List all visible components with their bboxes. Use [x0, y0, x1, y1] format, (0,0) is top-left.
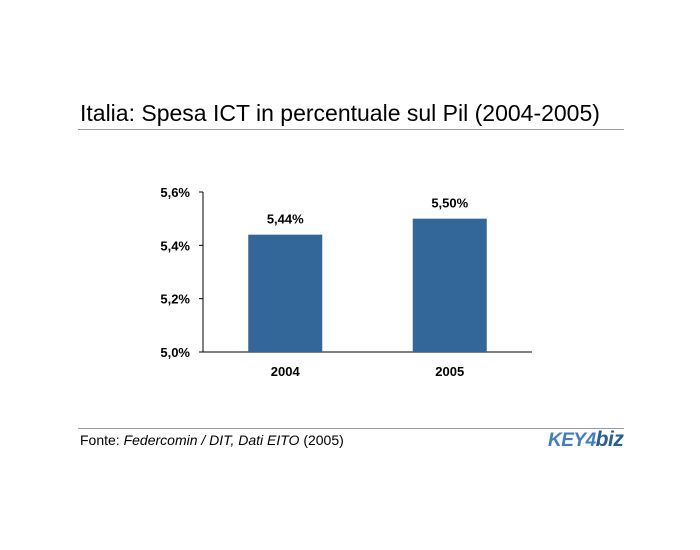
- data-label-2005: 5,50%: [431, 196, 468, 211]
- source-name: Federcomin / DIT, Dati EITO: [123, 432, 300, 448]
- y-tick-label: 5,4%: [160, 238, 190, 253]
- x-tick-label-2004: 2004: [271, 364, 301, 379]
- data-label-2004: 5,44%: [267, 212, 304, 227]
- x-tick-label-2005: 2005: [435, 364, 464, 379]
- source-note: Fonte: Federcomin / DIT, Dati EITO (2005…: [80, 432, 344, 448]
- y-tick-label: 5,6%: [160, 185, 190, 200]
- y-axis: 5,0% 5,2% 5,4% 5,6%: [160, 185, 204, 360]
- footer-divider: [78, 428, 624, 429]
- bar-2004: [248, 234, 323, 352]
- chart-title: Italia: Spesa ICT in percentuale sul Pil…: [80, 100, 600, 126]
- bars: [248, 218, 487, 352]
- y-tick-label: 5,2%: [160, 292, 190, 307]
- logo-key: KEY: [548, 430, 586, 451]
- x-axis: 2004 2005: [203, 351, 532, 379]
- y-tick-label: 5,0%: [160, 345, 190, 360]
- source-prefix: Fonte:: [80, 432, 124, 448]
- data-labels: 5,44% 5,50%: [267, 196, 469, 227]
- logo-four: 4: [585, 430, 597, 451]
- bar-2005: [412, 218, 487, 352]
- key4biz-logo: KEY4biz: [548, 428, 624, 452]
- logo-biz: biz: [595, 428, 624, 451]
- title-divider: [78, 129, 624, 130]
- source-year: (2005): [299, 432, 344, 448]
